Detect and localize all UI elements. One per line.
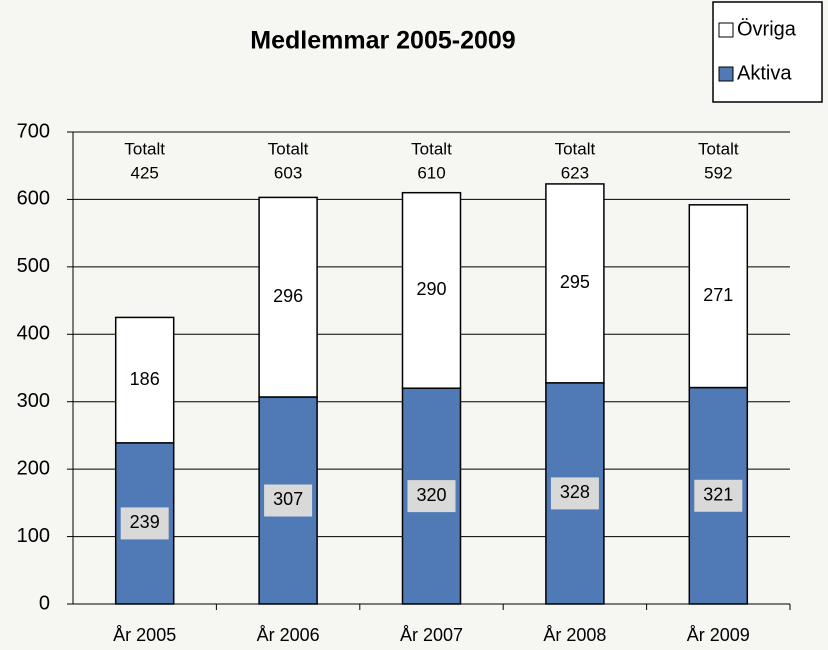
x-tick-label: År 2005 (113, 625, 176, 645)
bar-segment (401, 191, 462, 389)
total-label: Totalt (555, 139, 596, 158)
y-tick-label: 100 (17, 525, 50, 547)
chart-title: Medlemmar 2005-2009 (250, 27, 515, 55)
value-label-box (264, 484, 313, 517)
y-tick-label: 700 (17, 120, 50, 142)
legend-box (712, 1, 823, 103)
value-label: 321 (703, 485, 733, 505)
bar-segment (545, 183, 605, 384)
bar-segment (114, 316, 175, 444)
value-label: 271 (703, 285, 733, 305)
value-label-box (694, 479, 743, 512)
value-label: 186 (130, 369, 160, 389)
value-label: 328 (560, 482, 590, 502)
total-value: 623 (561, 163, 589, 182)
y-tick-label: 600 (17, 188, 50, 210)
legend-swatch (718, 66, 734, 82)
x-tick-label: År 2008 (543, 625, 606, 645)
total-value: 592 (704, 163, 732, 182)
value-label-box (407, 480, 456, 513)
total-label: Totalt (411, 139, 452, 158)
y-tick-label: 0 (39, 592, 50, 614)
value-label: 239 (130, 512, 160, 532)
legend-label: Aktiva (737, 62, 792, 84)
total-value: 603 (274, 163, 302, 182)
total-value: 425 (131, 163, 159, 182)
legend-label: Övriga (737, 18, 797, 40)
x-tick-label: År 2007 (400, 625, 463, 645)
total-label: Totalt (268, 139, 309, 158)
y-tick-label: 400 (17, 323, 50, 345)
bar-segment (688, 204, 749, 389)
total-label: Totalt (698, 139, 739, 158)
x-tick-label: År 2009 (687, 625, 750, 645)
value-label-box (550, 477, 599, 510)
value-label: 307 (273, 489, 303, 509)
value-label: 296 (273, 286, 303, 306)
value-label: 320 (416, 485, 446, 505)
legend-swatch (718, 22, 734, 38)
value-label: 295 (560, 272, 590, 292)
bar-segment (258, 196, 318, 398)
total-value: 610 (417, 163, 445, 182)
total-label: Totalt (124, 139, 165, 158)
y-tick-label: 200 (17, 457, 50, 479)
y-tick-label: 300 (17, 390, 50, 412)
value-label: 290 (416, 279, 446, 299)
value-label-box (120, 507, 169, 540)
x-tick-label: År 2006 (257, 625, 320, 645)
y-tick-label: 500 (17, 255, 50, 277)
